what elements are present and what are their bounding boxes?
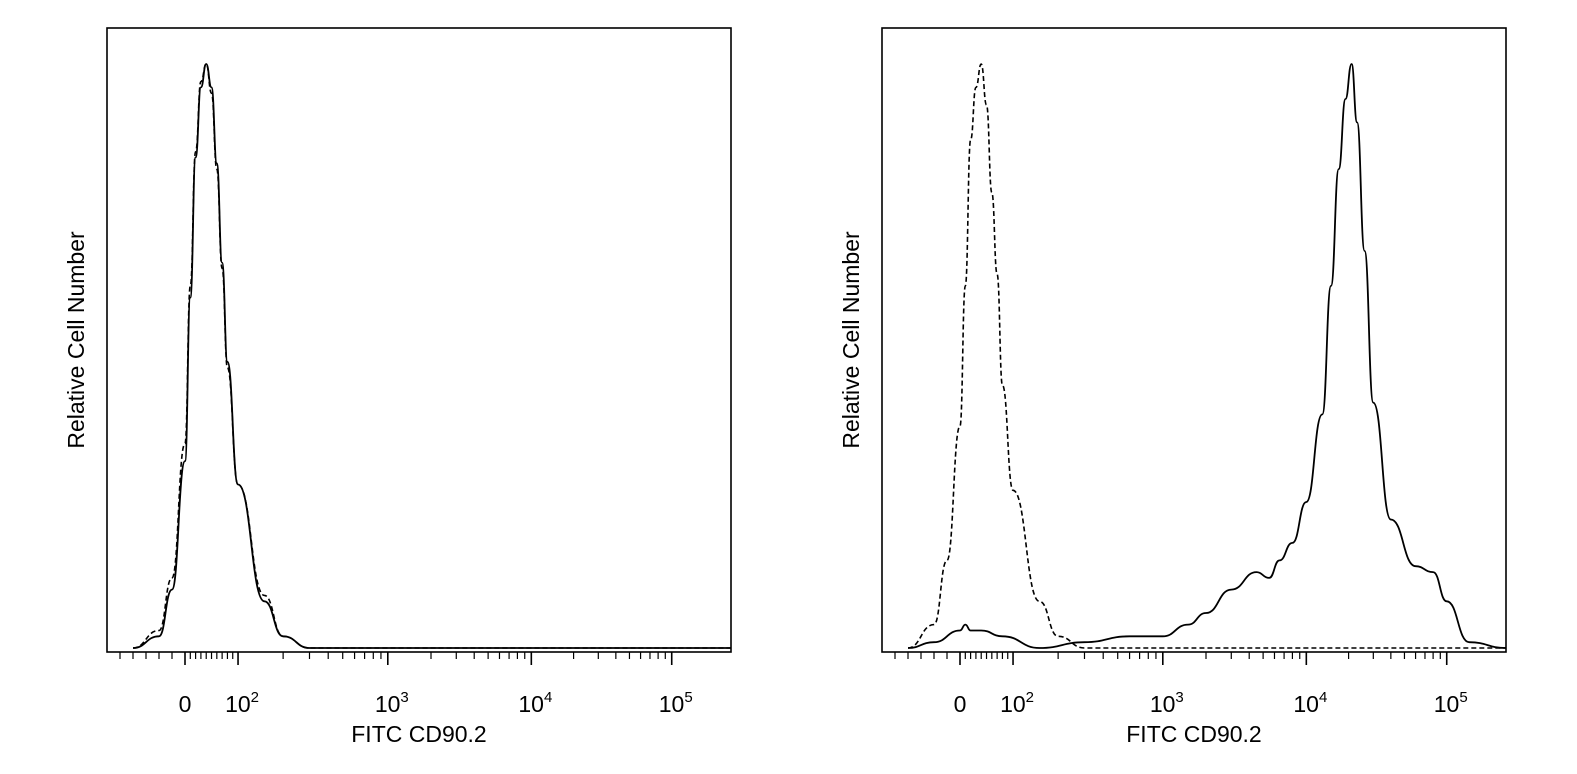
x-tick-label: 0 [179, 691, 192, 717]
right-y-axis-label: Relative Cell Number [838, 231, 864, 449]
right-x-axis-label: FITC CD90.2 [1126, 721, 1261, 747]
x-tick-label: 105 [1434, 689, 1468, 717]
left-y-axis-label: Relative Cell Number [63, 231, 89, 449]
x-tick-label: 103 [1150, 689, 1184, 717]
left-x-minor-ticks [119, 652, 666, 659]
right-solid-histogram [907, 63, 1507, 649]
left-x-tick-labels: 0 102 103 104 105 [179, 652, 693, 717]
left-dashed-histogram [132, 63, 731, 649]
right-x-tick-labels: 0 102 103 104 105 [954, 652, 1468, 717]
x-tick-label: 102 [225, 689, 259, 717]
right-x-minor-ticks [894, 652, 1441, 659]
x-tick-label: 105 [659, 689, 693, 717]
right-plot-frame [881, 27, 1507, 653]
left-plot-frame [106, 27, 732, 653]
left-x-axis-label: FITC CD90.2 [351, 721, 486, 747]
x-tick-label: 104 [518, 689, 552, 717]
x-tick-label: 103 [375, 689, 409, 717]
x-tick-label: 0 [954, 691, 967, 717]
x-tick-label: 104 [1293, 689, 1327, 717]
x-tick-label: 102 [1000, 689, 1034, 717]
right-dashed-histogram [907, 63, 1506, 649]
left-histogram-panel: 0 102 103 104 105 FITC CD90.2 Relative Cell … [63, 27, 732, 747]
right-histogram-panel: 0 102 103 104 105 FITC CD90.2 Relative Cell … [838, 27, 1507, 747]
left-solid-histogram [132, 63, 731, 649]
